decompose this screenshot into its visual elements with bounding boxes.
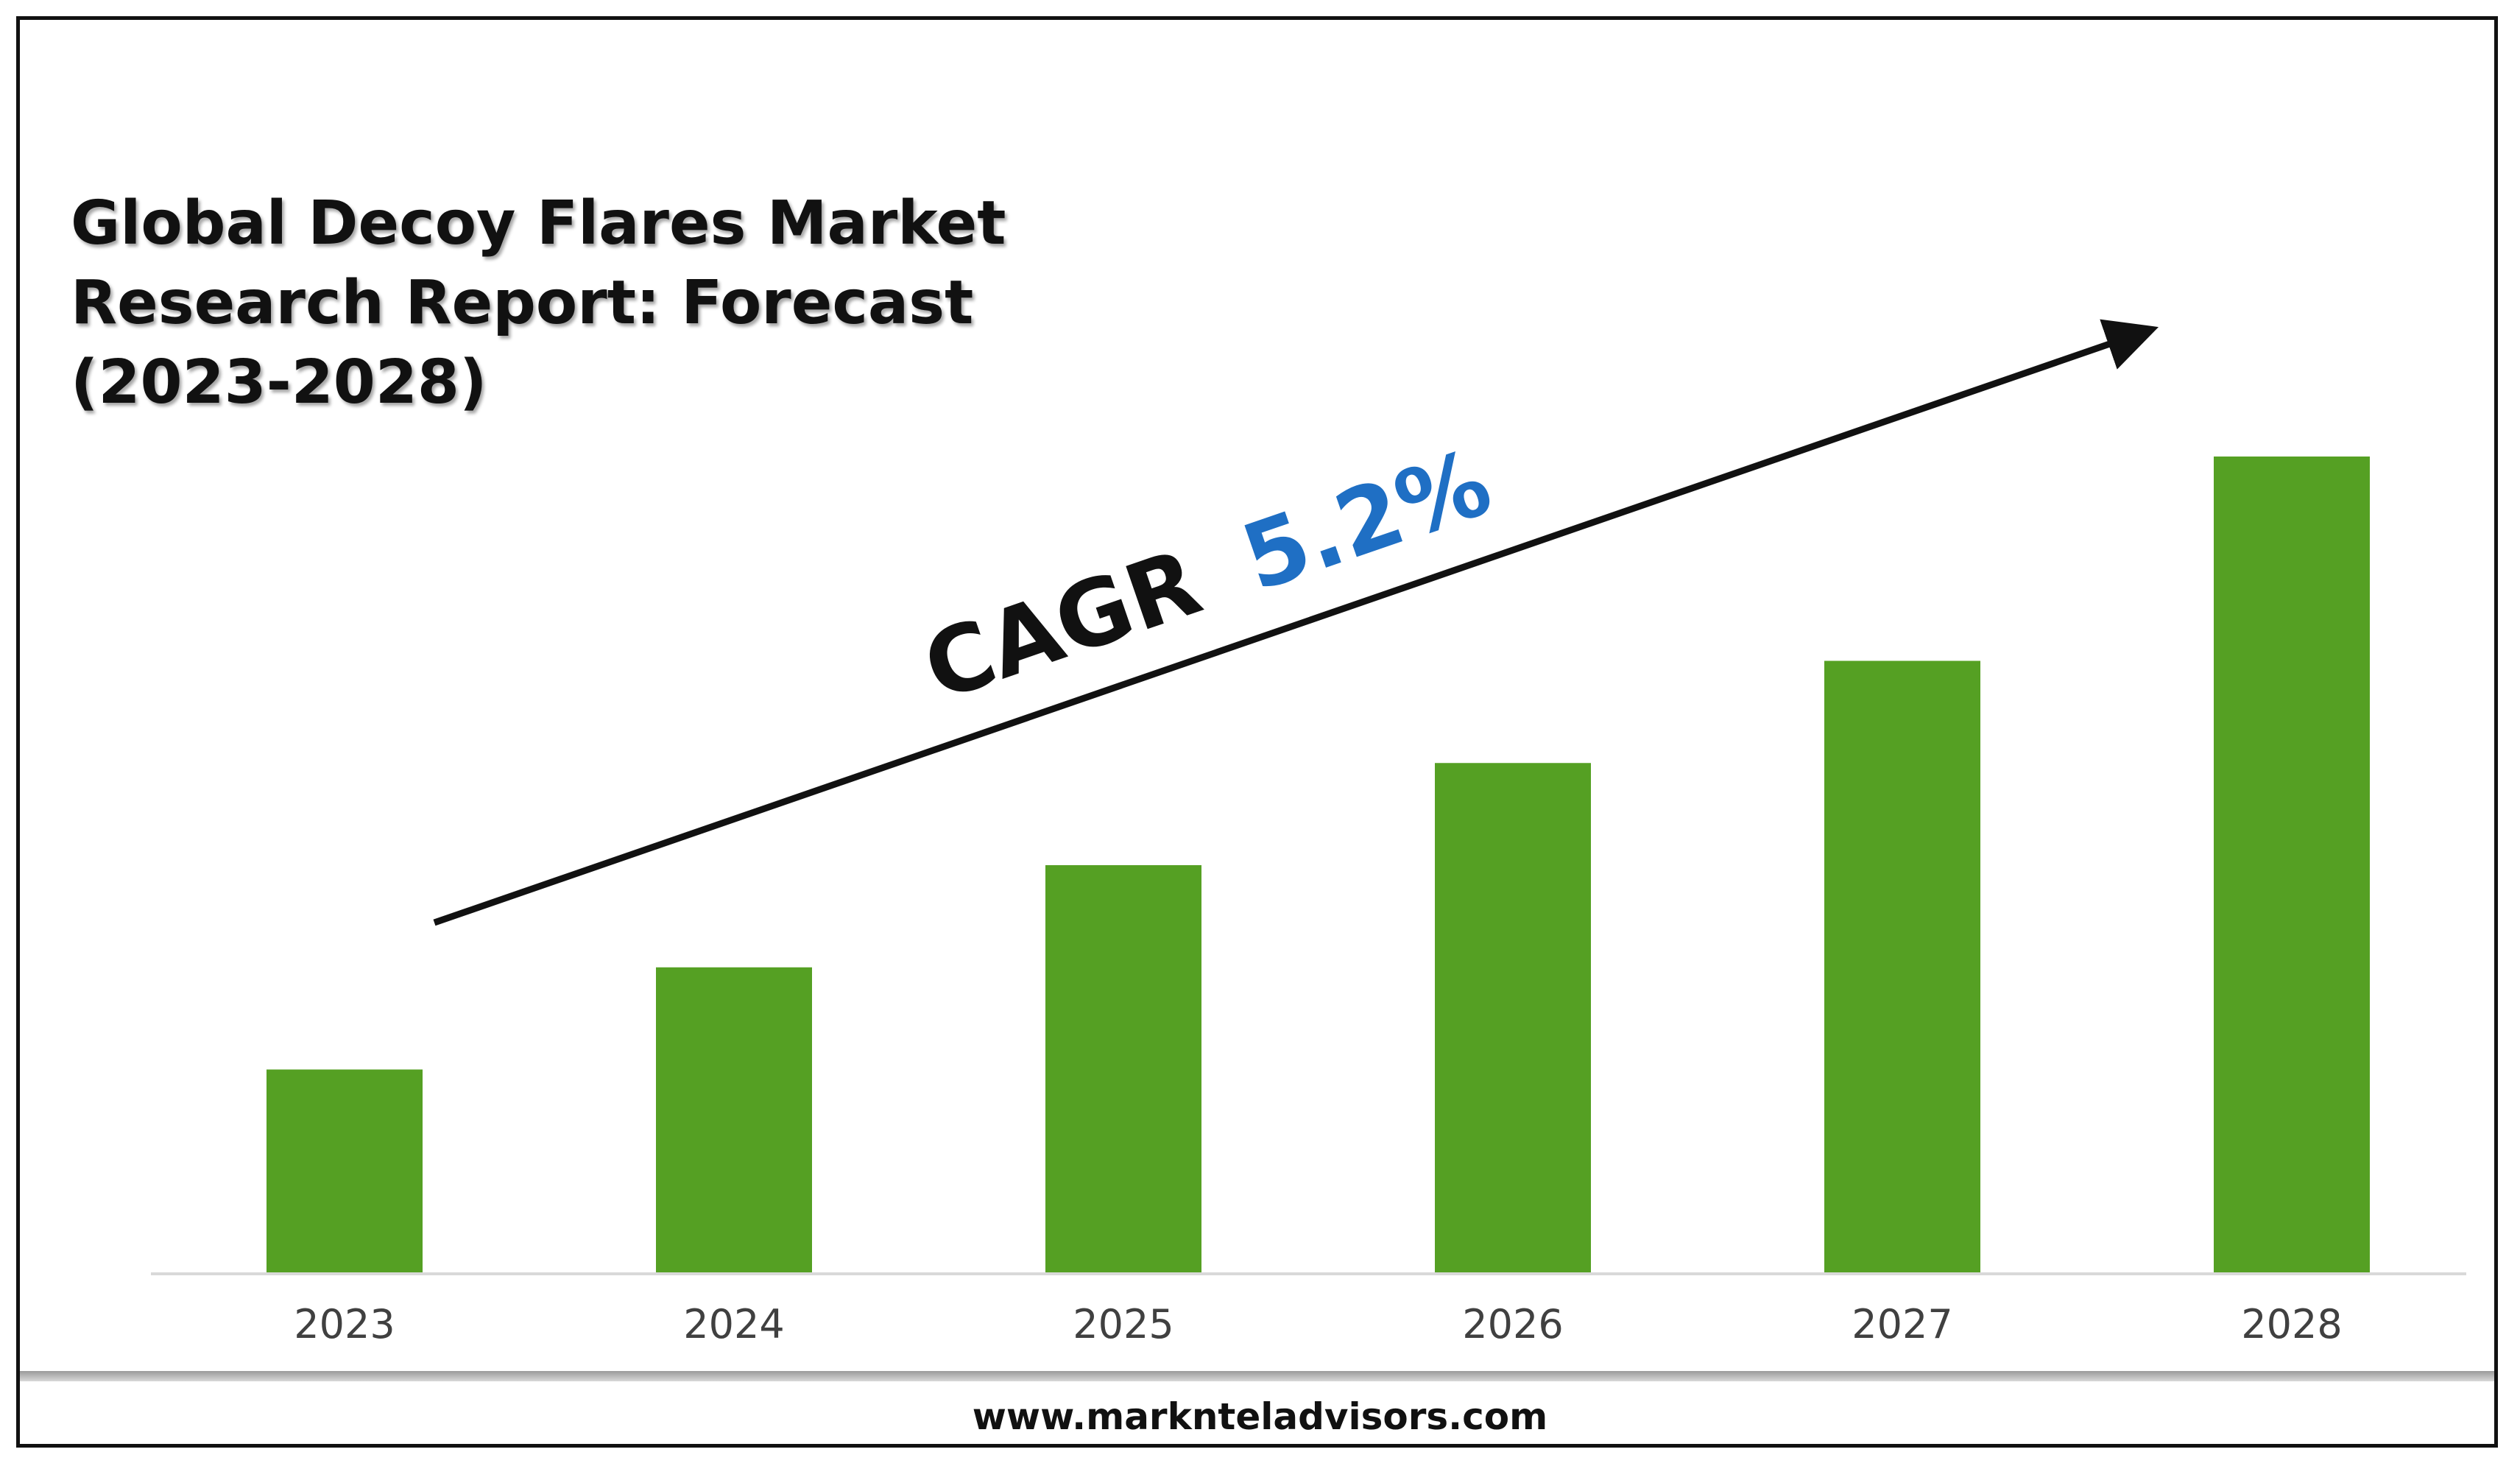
bar-2024 bbox=[656, 967, 812, 1274]
footer-url: www.marknteladvisors.com bbox=[972, 1395, 1548, 1438]
x-tick-label-2023: 2023 bbox=[294, 1301, 395, 1347]
footer-divider bbox=[20, 1371, 2494, 1381]
bar-2026 bbox=[1435, 763, 1591, 1274]
bar-2027 bbox=[1824, 660, 1980, 1274]
bars-layer bbox=[267, 457, 2370, 1274]
bar-2025 bbox=[1045, 865, 1201, 1274]
title-line-2: Research Report: Forecast bbox=[71, 268, 974, 338]
title-line-3: (2023-2028) bbox=[71, 348, 487, 417]
x-tick-label-2028: 2028 bbox=[2241, 1301, 2342, 1347]
cagr-prefix: CAGR bbox=[911, 529, 1213, 722]
x-tick-label-2024: 2024 bbox=[683, 1301, 784, 1347]
bar-2023 bbox=[267, 1069, 423, 1274]
bar-2028 bbox=[2214, 457, 2370, 1274]
chart-frame bbox=[16, 16, 2498, 1448]
cagr-value: 5.2% bbox=[1229, 429, 1503, 612]
x-tick-labels: 2023 2024 2025 2026 2027 2028 bbox=[294, 1301, 2342, 1347]
chart-title: Global Decoy Flares Market Research Repo… bbox=[71, 184, 1101, 423]
x-tick-label-2027: 2027 bbox=[1852, 1301, 1952, 1347]
trend-arrow-icon bbox=[433, 319, 2159, 926]
cagr-annotation: CAGR 5.2% bbox=[911, 429, 1504, 722]
x-tick-label-2025: 2025 bbox=[1073, 1301, 1173, 1347]
title-line-1: Global Decoy Flares Market bbox=[71, 188, 1006, 258]
x-tick-label-2026: 2026 bbox=[1462, 1301, 1563, 1347]
